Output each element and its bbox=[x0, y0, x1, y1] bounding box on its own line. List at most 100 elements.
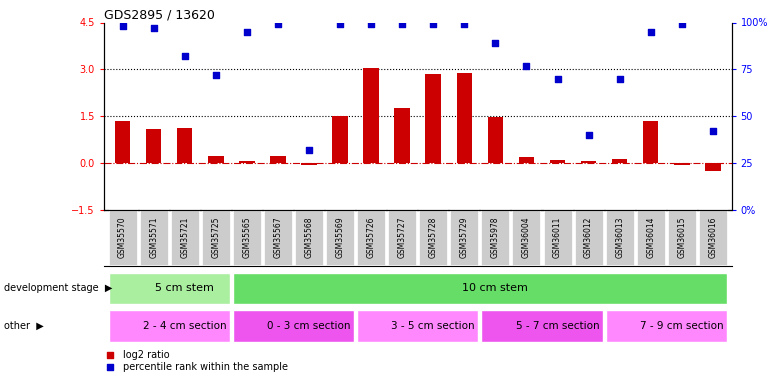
Text: GSM36013: GSM36013 bbox=[615, 216, 624, 258]
Text: GSM35570: GSM35570 bbox=[118, 216, 127, 258]
Text: GDS2895 / 13620: GDS2895 / 13620 bbox=[104, 8, 215, 21]
FancyBboxPatch shape bbox=[202, 209, 229, 265]
Text: 0 - 3 cm section: 0 - 3 cm section bbox=[267, 321, 351, 331]
Text: GSM35721: GSM35721 bbox=[180, 216, 189, 258]
Point bbox=[582, 132, 594, 138]
FancyBboxPatch shape bbox=[481, 209, 510, 265]
Text: 2 - 4 cm section: 2 - 4 cm section bbox=[143, 321, 226, 331]
FancyBboxPatch shape bbox=[420, 209, 447, 265]
Point bbox=[614, 76, 626, 82]
FancyBboxPatch shape bbox=[637, 209, 665, 265]
Point bbox=[521, 63, 533, 69]
FancyBboxPatch shape bbox=[357, 310, 478, 342]
FancyBboxPatch shape bbox=[357, 209, 385, 265]
Bar bbox=[301, 163, 316, 165]
FancyBboxPatch shape bbox=[606, 209, 634, 265]
Point bbox=[458, 21, 470, 27]
Bar bbox=[394, 108, 410, 163]
Bar bbox=[581, 161, 596, 163]
Text: 10 cm stem: 10 cm stem bbox=[463, 284, 528, 293]
Point bbox=[365, 21, 377, 27]
Bar bbox=[487, 117, 503, 163]
Bar bbox=[643, 121, 658, 163]
Point bbox=[209, 72, 222, 78]
Point bbox=[489, 40, 501, 46]
Point bbox=[469, 174, 481, 180]
Text: 5 - 7 cm section: 5 - 7 cm section bbox=[516, 321, 599, 331]
Point bbox=[675, 21, 688, 27]
Text: GSM35727: GSM35727 bbox=[397, 216, 407, 258]
Point bbox=[148, 25, 160, 31]
FancyBboxPatch shape bbox=[171, 209, 199, 265]
Point bbox=[551, 76, 564, 82]
Bar bbox=[612, 159, 628, 163]
Text: GSM35729: GSM35729 bbox=[460, 216, 469, 258]
FancyBboxPatch shape bbox=[109, 310, 229, 342]
Text: GSM35568: GSM35568 bbox=[304, 216, 313, 258]
Bar bbox=[457, 72, 472, 163]
Text: GSM35725: GSM35725 bbox=[211, 216, 220, 258]
FancyBboxPatch shape bbox=[513, 209, 541, 265]
FancyBboxPatch shape bbox=[264, 209, 292, 265]
FancyBboxPatch shape bbox=[544, 209, 571, 265]
Text: GSM35728: GSM35728 bbox=[429, 216, 438, 258]
Text: 7 - 9 cm section: 7 - 9 cm section bbox=[640, 321, 724, 331]
FancyBboxPatch shape bbox=[481, 310, 603, 342]
Text: GSM35569: GSM35569 bbox=[336, 216, 344, 258]
Text: GSM36011: GSM36011 bbox=[553, 216, 562, 258]
Bar bbox=[177, 128, 192, 163]
Bar bbox=[208, 156, 223, 163]
Bar bbox=[239, 160, 255, 163]
Text: 3 - 5 cm section: 3 - 5 cm section bbox=[391, 321, 475, 331]
Bar bbox=[363, 68, 379, 163]
Point bbox=[707, 128, 719, 134]
FancyBboxPatch shape bbox=[109, 273, 229, 304]
Text: development stage  ▶: development stage ▶ bbox=[4, 284, 112, 293]
Point bbox=[272, 21, 284, 27]
Text: GSM35567: GSM35567 bbox=[273, 216, 283, 258]
FancyBboxPatch shape bbox=[606, 310, 727, 342]
Point bbox=[303, 147, 315, 153]
FancyBboxPatch shape bbox=[450, 209, 478, 265]
Text: GSM36012: GSM36012 bbox=[584, 216, 593, 258]
Bar bbox=[426, 74, 441, 163]
Text: GSM36016: GSM36016 bbox=[708, 216, 718, 258]
Text: percentile rank within the sample: percentile rank within the sample bbox=[122, 362, 288, 372]
Point bbox=[469, 286, 481, 292]
Bar bbox=[519, 157, 534, 163]
Text: GSM36004: GSM36004 bbox=[522, 216, 531, 258]
Bar bbox=[550, 160, 565, 163]
FancyBboxPatch shape bbox=[109, 209, 136, 265]
Text: GSM35571: GSM35571 bbox=[149, 216, 158, 258]
FancyBboxPatch shape bbox=[668, 209, 696, 265]
Point bbox=[396, 21, 408, 27]
Text: GSM35565: GSM35565 bbox=[243, 216, 251, 258]
FancyBboxPatch shape bbox=[233, 273, 727, 304]
Bar bbox=[146, 129, 162, 163]
FancyBboxPatch shape bbox=[233, 310, 354, 342]
FancyBboxPatch shape bbox=[233, 209, 261, 265]
Point bbox=[179, 53, 191, 59]
FancyBboxPatch shape bbox=[388, 209, 416, 265]
Point bbox=[644, 29, 657, 35]
Text: GSM36014: GSM36014 bbox=[646, 216, 655, 258]
FancyBboxPatch shape bbox=[574, 209, 603, 265]
FancyBboxPatch shape bbox=[139, 209, 168, 265]
Point bbox=[427, 21, 440, 27]
Text: GSM36015: GSM36015 bbox=[678, 216, 686, 258]
Point bbox=[116, 23, 129, 29]
Bar bbox=[705, 163, 721, 171]
FancyBboxPatch shape bbox=[326, 209, 354, 265]
Bar bbox=[270, 156, 286, 163]
Bar bbox=[333, 116, 348, 163]
Point bbox=[241, 29, 253, 35]
FancyBboxPatch shape bbox=[699, 209, 727, 265]
Text: GSM35978: GSM35978 bbox=[491, 216, 500, 258]
FancyBboxPatch shape bbox=[295, 209, 323, 265]
Text: 5 cm stem: 5 cm stem bbox=[156, 284, 214, 293]
Point bbox=[334, 21, 346, 27]
Bar bbox=[674, 163, 690, 165]
Text: log2 ratio: log2 ratio bbox=[122, 350, 169, 360]
Text: GSM35726: GSM35726 bbox=[367, 216, 376, 258]
Bar bbox=[115, 121, 130, 163]
